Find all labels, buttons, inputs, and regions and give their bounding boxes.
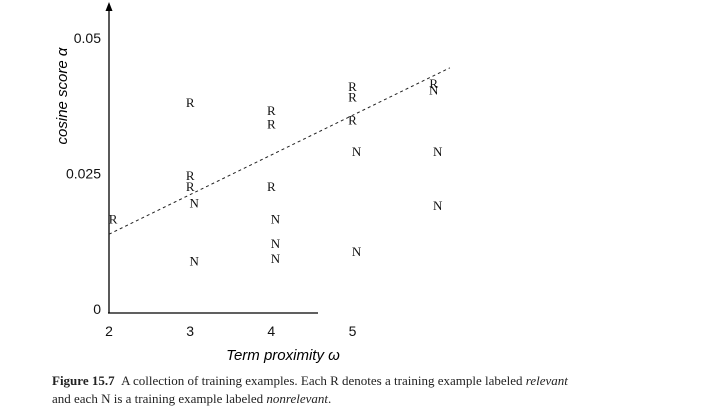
point-n: N [352, 244, 362, 259]
point-n: N [352, 144, 362, 159]
point-r: R [348, 90, 357, 105]
point-n: N [433, 198, 443, 213]
decision-boundary-layer [108, 67, 451, 235]
x-tick-label: 3 [186, 323, 194, 339]
figure-caption: Figure 15.7 A collection of training exa… [52, 372, 692, 408]
x-tick-label: 2 [105, 323, 113, 339]
point-n: N [429, 83, 439, 98]
y-tick-label: 0.025 [66, 166, 101, 182]
y-axis-arrow [105, 2, 113, 11]
point-n: N [271, 236, 281, 251]
point-n: N [190, 195, 200, 210]
tick-labels: 2 3 4 5 0 0.025 0.05 [66, 30, 357, 339]
x-tick-label: 5 [349, 323, 357, 339]
point-r: R [267, 117, 276, 132]
point-r: R [348, 79, 357, 94]
point-r: R [267, 103, 276, 118]
point-n: N [190, 253, 200, 268]
point-n: N [271, 212, 281, 227]
point-r: R [109, 212, 118, 227]
decision-boundary-line [108, 67, 451, 235]
x-axis-label: Term proximity ω [226, 347, 340, 364]
y-tick-label: 0 [93, 301, 101, 317]
point-r: R [429, 76, 438, 91]
point-r: R [186, 179, 195, 194]
point-n: N [271, 251, 281, 266]
y-tick-label: 0.05 [74, 30, 101, 46]
x-tick-label: 4 [267, 323, 275, 339]
caption-nonrelevant: nonrelevant [266, 391, 329, 406]
caption-relevant: relevant [525, 373, 568, 388]
caption-text-3: . [328, 391, 332, 406]
point-r: R [267, 179, 276, 194]
figure-label: Figure 15.7 [52, 373, 115, 388]
point-r: R [186, 95, 195, 110]
y-axis-label: cosine score α [54, 47, 71, 144]
point-r: R [348, 112, 357, 127]
point-r: R [186, 168, 195, 183]
point-n: N [433, 144, 443, 159]
caption-text-2: and each N is a training example labeled [52, 391, 267, 406]
caption-text-1: A collection of training examples. Each … [121, 373, 526, 388]
axes [105, 2, 318, 314]
